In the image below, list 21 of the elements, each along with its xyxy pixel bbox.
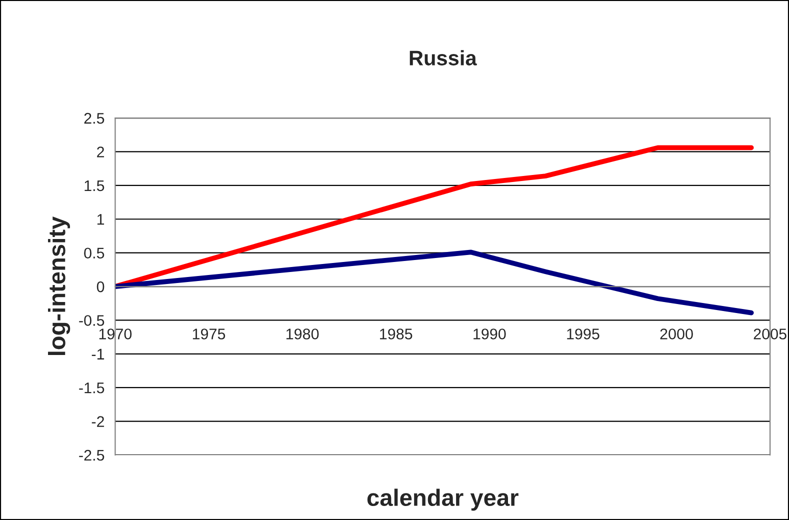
y-tick-label: 0 <box>96 281 104 292</box>
y-tick-label: 2.5 <box>84 112 104 124</box>
x-tick-label: 1975 <box>192 328 226 340</box>
y-tick-label: -1.5 <box>79 382 104 394</box>
x-tick-label: 1995 <box>567 328 600 340</box>
line-series <box>115 250 754 316</box>
chart-title: Russia <box>410 50 477 66</box>
x-tick-label: 2000 <box>660 328 693 340</box>
y-axis-title: log-intensity <box>48 216 70 356</box>
y-tick-label: -0.5 <box>79 315 104 326</box>
y-tick-label: 2 <box>97 146 104 158</box>
x-axis-title: calendar year <box>367 488 518 511</box>
x-tick-label: 1990 <box>474 328 506 340</box>
y-tick-label: -2.5 <box>79 450 104 461</box>
y-tick-label: -2 <box>92 416 104 427</box>
y-tick-label: 1.5 <box>84 180 104 192</box>
y-tick-label: -1 <box>92 348 104 360</box>
y-tick-label: 1 <box>97 214 104 225</box>
y-tick-label: 0.5 <box>84 248 104 259</box>
x-tick-label: 1980 <box>286 328 319 340</box>
x-tick-label: 1985 <box>380 328 412 340</box>
